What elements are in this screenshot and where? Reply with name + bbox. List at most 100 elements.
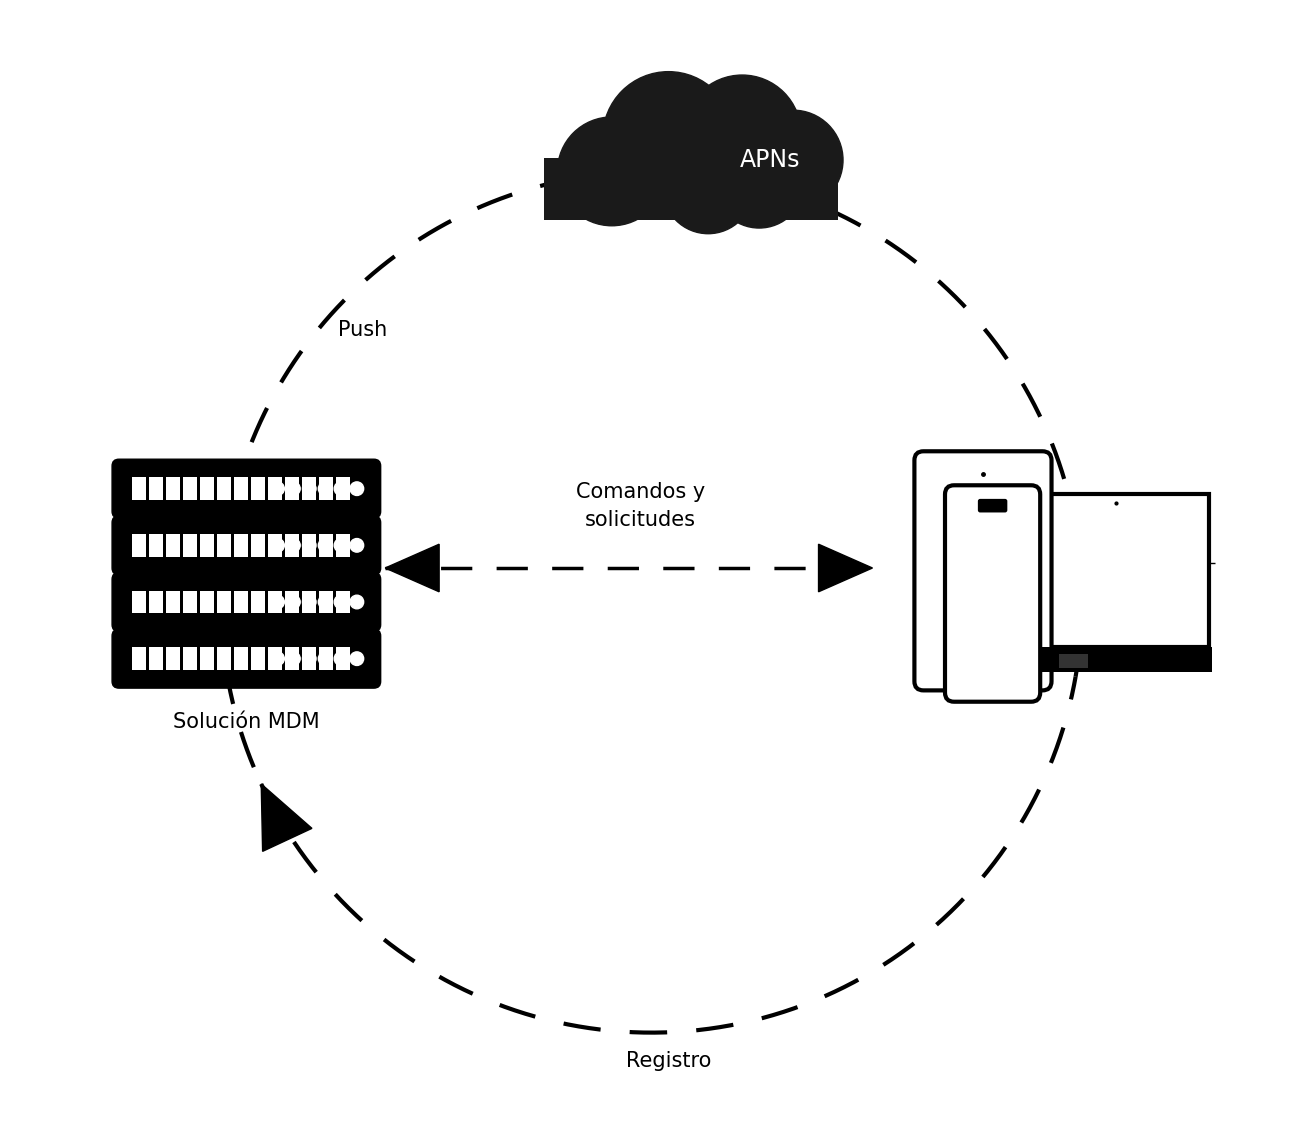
FancyBboxPatch shape xyxy=(268,591,281,613)
Circle shape xyxy=(558,117,666,226)
Circle shape xyxy=(302,482,317,495)
FancyBboxPatch shape xyxy=(133,477,146,500)
FancyBboxPatch shape xyxy=(1059,654,1088,668)
FancyBboxPatch shape xyxy=(133,648,146,670)
Circle shape xyxy=(351,538,364,552)
FancyBboxPatch shape xyxy=(150,591,163,613)
FancyBboxPatch shape xyxy=(251,477,265,500)
FancyBboxPatch shape xyxy=(235,648,248,670)
Text: APNs: APNs xyxy=(740,148,801,172)
FancyBboxPatch shape xyxy=(201,591,214,613)
Circle shape xyxy=(287,482,300,495)
Text: Solución MDM: Solución MDM xyxy=(173,712,319,732)
FancyBboxPatch shape xyxy=(112,516,380,575)
FancyBboxPatch shape xyxy=(915,451,1052,691)
FancyBboxPatch shape xyxy=(201,648,214,670)
FancyBboxPatch shape xyxy=(133,591,146,613)
FancyBboxPatch shape xyxy=(133,534,146,557)
FancyBboxPatch shape xyxy=(268,534,281,557)
FancyBboxPatch shape xyxy=(184,591,197,613)
Circle shape xyxy=(302,595,317,609)
Text: Comandos y
solicitudes: Comandos y solicitudes xyxy=(576,482,705,529)
Circle shape xyxy=(318,595,332,609)
Circle shape xyxy=(287,538,300,552)
FancyBboxPatch shape xyxy=(184,477,197,500)
FancyBboxPatch shape xyxy=(319,477,334,500)
FancyBboxPatch shape xyxy=(167,534,180,557)
Circle shape xyxy=(271,538,284,552)
Polygon shape xyxy=(386,544,439,592)
FancyBboxPatch shape xyxy=(235,477,248,500)
Circle shape xyxy=(271,652,284,666)
FancyBboxPatch shape xyxy=(268,648,281,670)
Text: Registro: Registro xyxy=(625,1051,711,1071)
FancyBboxPatch shape xyxy=(336,534,351,557)
FancyBboxPatch shape xyxy=(184,648,197,670)
Polygon shape xyxy=(261,784,311,851)
FancyBboxPatch shape xyxy=(150,534,163,557)
FancyBboxPatch shape xyxy=(268,477,281,500)
FancyBboxPatch shape xyxy=(112,459,380,518)
Circle shape xyxy=(334,652,348,666)
FancyBboxPatch shape xyxy=(1022,494,1209,648)
Polygon shape xyxy=(577,141,642,194)
FancyBboxPatch shape xyxy=(150,648,163,670)
FancyBboxPatch shape xyxy=(167,477,180,500)
FancyBboxPatch shape xyxy=(251,591,265,613)
FancyBboxPatch shape xyxy=(977,499,1007,512)
FancyBboxPatch shape xyxy=(251,534,265,557)
FancyBboxPatch shape xyxy=(945,485,1040,702)
FancyBboxPatch shape xyxy=(543,158,839,220)
FancyBboxPatch shape xyxy=(336,477,351,500)
FancyBboxPatch shape xyxy=(285,534,300,557)
Circle shape xyxy=(318,482,332,495)
Circle shape xyxy=(603,72,734,203)
FancyBboxPatch shape xyxy=(201,534,214,557)
FancyBboxPatch shape xyxy=(302,477,317,500)
FancyBboxPatch shape xyxy=(112,629,380,688)
FancyBboxPatch shape xyxy=(201,477,214,500)
Circle shape xyxy=(271,595,284,609)
Circle shape xyxy=(271,482,284,495)
Circle shape xyxy=(287,595,300,609)
FancyBboxPatch shape xyxy=(167,648,180,670)
FancyBboxPatch shape xyxy=(235,534,248,557)
Circle shape xyxy=(318,538,332,552)
FancyBboxPatch shape xyxy=(319,591,334,613)
FancyBboxPatch shape xyxy=(218,477,231,500)
FancyBboxPatch shape xyxy=(302,591,317,613)
FancyBboxPatch shape xyxy=(235,591,248,613)
FancyBboxPatch shape xyxy=(218,591,231,613)
FancyBboxPatch shape xyxy=(251,648,265,670)
Polygon shape xyxy=(818,544,873,592)
FancyBboxPatch shape xyxy=(285,648,300,670)
Circle shape xyxy=(351,595,364,609)
Circle shape xyxy=(743,110,843,210)
Circle shape xyxy=(318,652,332,666)
FancyBboxPatch shape xyxy=(167,591,180,613)
Circle shape xyxy=(351,482,364,495)
FancyBboxPatch shape xyxy=(1020,648,1213,673)
Circle shape xyxy=(683,75,801,193)
FancyBboxPatch shape xyxy=(302,534,317,557)
Circle shape xyxy=(663,143,753,234)
FancyBboxPatch shape xyxy=(319,648,334,670)
Circle shape xyxy=(351,652,364,666)
Circle shape xyxy=(334,538,348,552)
FancyBboxPatch shape xyxy=(302,648,317,670)
FancyBboxPatch shape xyxy=(184,534,197,557)
FancyBboxPatch shape xyxy=(218,648,231,670)
FancyBboxPatch shape xyxy=(336,591,351,613)
Circle shape xyxy=(334,595,348,609)
Circle shape xyxy=(334,482,348,495)
FancyBboxPatch shape xyxy=(285,477,300,500)
FancyBboxPatch shape xyxy=(150,477,163,500)
FancyBboxPatch shape xyxy=(336,648,351,670)
Circle shape xyxy=(302,652,317,666)
Circle shape xyxy=(302,538,317,552)
FancyBboxPatch shape xyxy=(218,534,231,557)
Circle shape xyxy=(287,652,300,666)
FancyBboxPatch shape xyxy=(285,591,300,613)
Text: Push: Push xyxy=(337,320,387,340)
FancyBboxPatch shape xyxy=(319,534,334,557)
